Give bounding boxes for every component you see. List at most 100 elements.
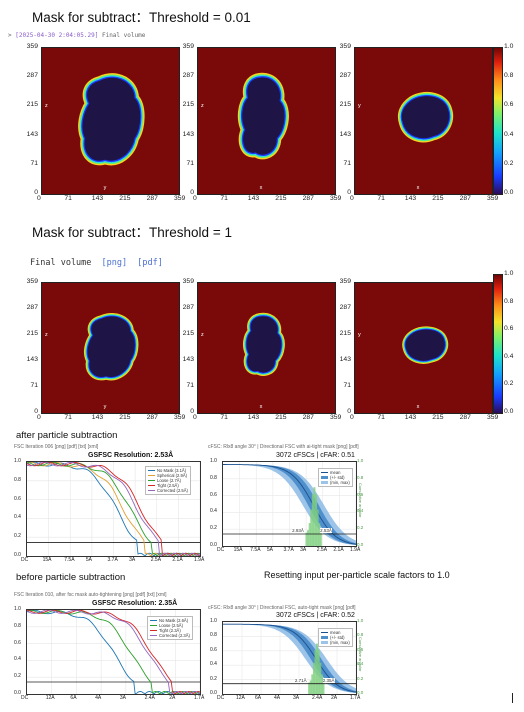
cfsc-x-tick: 1.7Å <box>350 695 361 701</box>
density-slice-image <box>397 91 454 143</box>
expand-arrow-icon[interactable]: > <box>8 32 12 39</box>
x-tick-label: 215 <box>275 414 287 421</box>
x-tick-label: 215 <box>432 195 444 202</box>
x-tick-label: 287 <box>302 195 314 202</box>
legend-label: Loose (2.5Å) <box>159 623 183 628</box>
cfsc-right-tick: 0.4 <box>357 508 364 514</box>
fsc-x-tick: 2.1Å <box>172 557 183 563</box>
x-tick-label: 71 <box>220 195 228 202</box>
final-volume-label: Final volume <box>30 258 92 268</box>
legend-entry: (min, max) <box>321 480 350 485</box>
cfsc-right-tick: 0.2 <box>357 525 364 531</box>
cfsc-x-tick: 6Å <box>255 695 262 701</box>
cfsc-title-before: 3072 cFSCs | cFAR: 0.52 <box>276 612 355 619</box>
cfsc-y-tick: 0.0 <box>210 690 217 696</box>
cfsc-y-tick: 1.0 <box>210 618 217 624</box>
cfsc-title-after: 3072 cFSCs | cFAR: 0.51 <box>276 452 355 459</box>
cfsc-histogram-bar <box>320 674 323 694</box>
section-title-threshold-1: Mask for subtract：Threshold = 1 <box>32 225 232 240</box>
x-tick-label: 143 <box>91 195 104 202</box>
legend-swatch <box>321 472 328 474</box>
cfsc-chart-before: 2.71Å 2.35Å mean (+/- std) (min, max) <box>222 621 357 695</box>
x-tick-label: 287 <box>459 195 471 202</box>
legend-entry: Loose (2.7Å) <box>148 478 188 483</box>
y-tick-label: 215 <box>26 101 38 109</box>
cfsc-legend: mean (+/- std) (min, max) <box>318 628 353 647</box>
legend-entry: Corrected (2.3Å) <box>150 633 190 638</box>
axis-letter-bottom: y <box>103 185 107 191</box>
cfsc-y-tick: 0.4 <box>210 508 217 515</box>
fsc-x-tick: 5Å <box>85 557 92 563</box>
fsc-x-tick: 2.5Å <box>150 557 162 563</box>
legend-label: (+/- std) <box>330 475 345 480</box>
fsc-y-tick: 0.6 <box>14 495 21 502</box>
x-tick-label: 287 <box>302 414 314 421</box>
y-tick-label: 143 <box>182 356 194 363</box>
axis-letter-bottom: x <box>416 185 420 191</box>
x-tick-label: 359 <box>487 195 499 202</box>
x-tick-label: 0 <box>193 414 197 421</box>
y-tick-label: 215 <box>26 330 38 337</box>
cfsc-histogram-bar <box>319 530 322 546</box>
legend-swatch <box>321 636 328 640</box>
cfsc-x-tick: DC <box>217 695 225 701</box>
cfsc-right-tick: 1.0 <box>357 618 364 623</box>
y-tick-label: 287 <box>339 72 351 80</box>
axis-letter-bottom: x <box>259 185 263 191</box>
y-tick-label: 71 <box>30 382 38 389</box>
fsc-y-tick: 0.6 <box>14 639 21 646</box>
axis-letter-side: z <box>201 103 204 110</box>
cfsc-histogram-bar <box>316 643 319 694</box>
cfsc-histogram-bar <box>314 649 317 694</box>
legend-label: Spherical (2.9Å) <box>157 473 188 478</box>
cfsc-x-tick: 7.5Å <box>250 547 261 553</box>
legend-label: mean <box>330 470 341 475</box>
colorbar-tick-label: 0.4 <box>504 130 514 138</box>
axis-letter-side: y <box>358 332 361 339</box>
cfsc-y-tick: 0.2 <box>210 675 217 682</box>
colorbar-tick-label: 1.0 <box>504 43 514 50</box>
x-tick-label: 71 <box>64 195 72 202</box>
x-tick-label: 287 <box>146 195 158 202</box>
density-slice-image <box>78 73 145 166</box>
cfsc-histogram-bar <box>310 509 313 546</box>
fsc-y-tick: 0.8 <box>14 622 21 629</box>
legend-entry: (+/- std) <box>321 475 350 480</box>
legend-swatch <box>148 485 155 487</box>
fsc-y-tick: 0.8 <box>14 476 21 483</box>
cfsc-histogram-bar <box>311 674 314 694</box>
cfsc-histogram-bar <box>312 662 315 694</box>
cfsc-y-tick: 0.4 <box>210 661 217 668</box>
legend-label: No Mask (3.1Å) <box>157 468 187 473</box>
y-tick-label: 215 <box>182 101 194 109</box>
cfsc-y-tick: 0.6 <box>210 646 217 653</box>
x-tick-label: 215 <box>432 414 444 421</box>
x-tick-label: 359 <box>487 414 499 421</box>
pdf-link[interactable]: [pdf] <box>137 258 163 268</box>
y-tick-label: 359 <box>182 278 194 285</box>
legend-swatch <box>148 490 155 492</box>
cfsc-legend: mean (+/- std) (min, max) <box>318 468 353 487</box>
y-tick-label: 215 <box>339 330 351 337</box>
gsfsc-title-before: GSFSC Resolution: 2.35Å <box>92 600 178 607</box>
cfsc-right-tick: 0.2 <box>357 675 364 681</box>
legend-label: (min, max) <box>330 480 350 485</box>
cfsc-x-tick: 2.4Å <box>312 695 323 701</box>
y-tick-label: 0 <box>190 189 194 196</box>
y-tick-label: 215 <box>182 330 194 337</box>
cfsc-x-tick: 2.1Å <box>333 547 344 553</box>
density-slice-image <box>402 326 449 364</box>
legend-swatch <box>321 476 328 480</box>
legend-label: No Mask (2.6Å) <box>159 618 189 623</box>
legend-entry: Tight (2.5Å) <box>148 483 188 488</box>
colorbar-tick-label: 0.0 <box>504 189 514 196</box>
fsc-series-line <box>26 609 201 695</box>
x-tick-label: 71 <box>64 414 72 421</box>
cfsc-x-tick: 3.7Å <box>283 547 294 553</box>
legend-swatch <box>148 470 155 472</box>
y-tick-label: 143 <box>26 356 38 363</box>
cfsc-header-before: cFSC: Rlx8 angle 30° | Directional FSC, … <box>208 605 356 611</box>
png-link[interactable]: [png] <box>101 258 128 268</box>
cfsc-x-tick: 2.5Å <box>316 547 328 553</box>
